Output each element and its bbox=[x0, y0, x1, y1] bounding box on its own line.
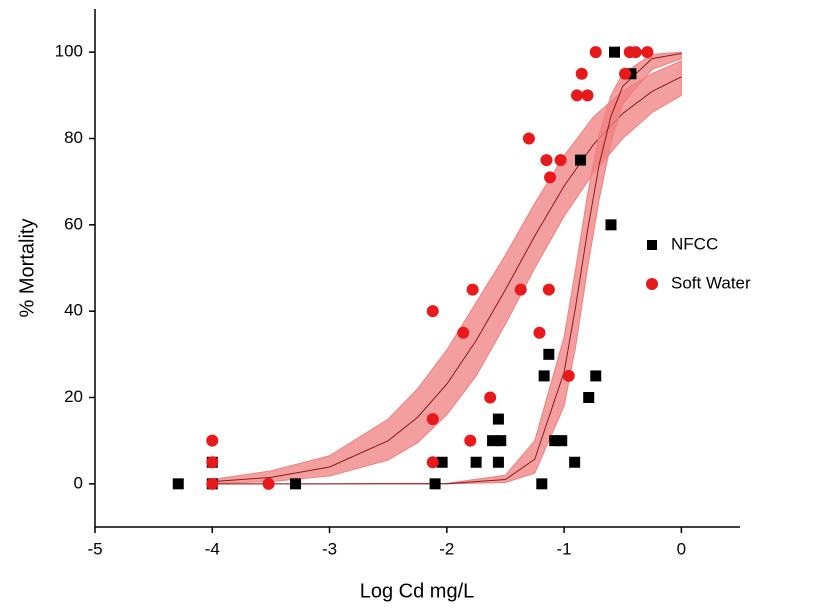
data-point bbox=[562, 369, 575, 382]
data-point bbox=[262, 477, 275, 490]
data-point bbox=[466, 283, 479, 296]
data-point bbox=[605, 219, 617, 231]
y-tick-label: 40 bbox=[64, 301, 83, 320]
data-point bbox=[590, 370, 602, 382]
data-point bbox=[495, 435, 507, 447]
data-point bbox=[426, 456, 439, 469]
data-point bbox=[514, 283, 527, 296]
data-point bbox=[569, 456, 581, 468]
data-point bbox=[583, 392, 595, 403]
data-point bbox=[457, 326, 470, 339]
data-point bbox=[484, 391, 497, 404]
legend-label: NFCC bbox=[671, 234, 718, 253]
data-point bbox=[470, 456, 482, 468]
data-point bbox=[543, 348, 555, 360]
data-point bbox=[426, 305, 439, 318]
x-tick-label: -4 bbox=[205, 539, 220, 558]
data-point bbox=[206, 456, 219, 469]
data-point bbox=[544, 171, 557, 184]
data-point bbox=[492, 456, 504, 468]
y-axis-label: % Mortality bbox=[16, 219, 38, 318]
x-axis-label: Log Cd mg/L bbox=[360, 580, 475, 602]
data-point bbox=[538, 370, 550, 382]
data-point bbox=[619, 67, 632, 80]
data-point bbox=[436, 456, 448, 468]
data-point bbox=[629, 46, 642, 59]
legend-marker bbox=[646, 278, 658, 290]
data-point bbox=[549, 435, 561, 447]
legend-marker bbox=[647, 240, 657, 250]
data-point bbox=[492, 413, 504, 425]
y-tick-label: 20 bbox=[64, 387, 83, 406]
y-tick-label: 60 bbox=[64, 214, 83, 233]
data-point bbox=[206, 434, 219, 447]
data-point bbox=[206, 477, 219, 490]
data-point bbox=[554, 154, 567, 167]
data-point bbox=[464, 434, 477, 447]
data-point bbox=[540, 154, 553, 167]
y-tick-label: 80 bbox=[64, 128, 83, 147]
y-tick-label: 0 bbox=[74, 473, 83, 492]
data-point bbox=[172, 478, 184, 490]
data-point bbox=[290, 478, 302, 490]
data-point bbox=[429, 478, 441, 490]
y-tick-label: 100 bbox=[55, 42, 83, 61]
x-tick-label: -5 bbox=[87, 539, 102, 558]
data-point bbox=[426, 413, 439, 426]
data-point bbox=[556, 435, 568, 447]
x-tick-label: 0 bbox=[677, 539, 686, 558]
data-point bbox=[536, 478, 548, 490]
legend-label: Soft Water bbox=[671, 273, 751, 292]
data-point bbox=[575, 67, 588, 80]
data-point bbox=[522, 132, 535, 145]
data-point bbox=[581, 89, 594, 102]
data-point bbox=[589, 46, 602, 59]
data-point bbox=[542, 283, 555, 296]
x-tick-label: -2 bbox=[439, 539, 454, 558]
data-point bbox=[575, 154, 587, 166]
x-tick-label: -3 bbox=[322, 539, 337, 558]
confidence-band bbox=[211, 60, 682, 484]
data-point bbox=[487, 435, 499, 447]
data-point bbox=[533, 326, 546, 339]
data-point bbox=[641, 46, 654, 59]
data-point bbox=[570, 89, 583, 102]
x-tick-label: -1 bbox=[557, 539, 572, 558]
fit-curve bbox=[212, 52, 682, 485]
data-point bbox=[609, 46, 621, 58]
